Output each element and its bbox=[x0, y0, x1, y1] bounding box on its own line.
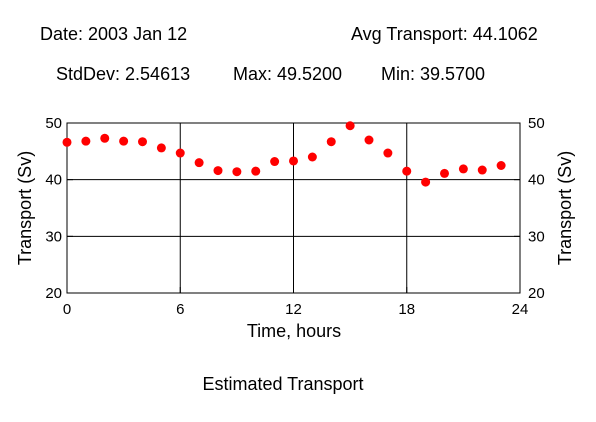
data-point bbox=[402, 166, 412, 176]
data-point bbox=[81, 136, 91, 146]
data-point bbox=[289, 156, 298, 166]
y-tick-label-left: 20 bbox=[45, 285, 62, 302]
y-tick-label-right: 50 bbox=[528, 115, 545, 132]
data-point bbox=[307, 152, 317, 162]
min-label: Min: 39.5700 bbox=[381, 64, 486, 84]
data-point bbox=[194, 158, 204, 168]
data-point bbox=[364, 135, 374, 145]
chart-caption: Estimated Transport bbox=[202, 374, 364, 394]
x-tick-label: 6 bbox=[176, 301, 184, 318]
x-axis-label: Time, hours bbox=[247, 321, 341, 341]
y-tick-label-left: 40 bbox=[45, 172, 62, 189]
avg-transport-label: Avg Transport: 44.1062 bbox=[351, 24, 538, 44]
x-tick-label: 18 bbox=[398, 301, 415, 318]
data-point bbox=[270, 157, 280, 167]
data-point bbox=[496, 161, 506, 170]
data-point bbox=[345, 121, 355, 131]
data-point bbox=[138, 137, 147, 147]
y-tick-label-right: 40 bbox=[528, 172, 545, 189]
data-point bbox=[175, 148, 185, 158]
y-tick-label-left: 50 bbox=[45, 115, 62, 132]
data-point bbox=[251, 166, 261, 176]
data-point bbox=[232, 167, 242, 177]
y-axis-label-left: Transport (Sv) bbox=[15, 151, 35, 265]
y-tick-label-right: 30 bbox=[528, 228, 545, 245]
data-point bbox=[421, 177, 431, 187]
y-tick-label-right: 20 bbox=[528, 285, 545, 302]
grid-lines bbox=[67, 123, 520, 293]
data-point bbox=[440, 168, 449, 178]
y-axis-label-right: Transport (Sv) bbox=[555, 151, 575, 265]
date-label: Date: 2003 Jan 12 bbox=[40, 24, 188, 44]
data-points bbox=[62, 121, 506, 187]
data-point bbox=[119, 136, 129, 146]
data-point bbox=[62, 137, 72, 147]
x-tick-label: 24 bbox=[512, 301, 529, 318]
data-point bbox=[326, 137, 336, 147]
x-tick-label: 0 bbox=[63, 301, 71, 318]
stddev-label: StdDev: 2.54613 bbox=[56, 64, 191, 84]
data-point bbox=[458, 164, 468, 174]
data-point bbox=[156, 143, 166, 153]
max-label: Max: 49.5200 bbox=[233, 64, 343, 84]
data-point bbox=[477, 165, 487, 175]
x-tick-label: 12 bbox=[285, 301, 302, 318]
data-point bbox=[213, 166, 223, 176]
data-point bbox=[100, 133, 110, 143]
data-point bbox=[383, 148, 393, 158]
y-tick-label-left: 30 bbox=[45, 228, 62, 245]
